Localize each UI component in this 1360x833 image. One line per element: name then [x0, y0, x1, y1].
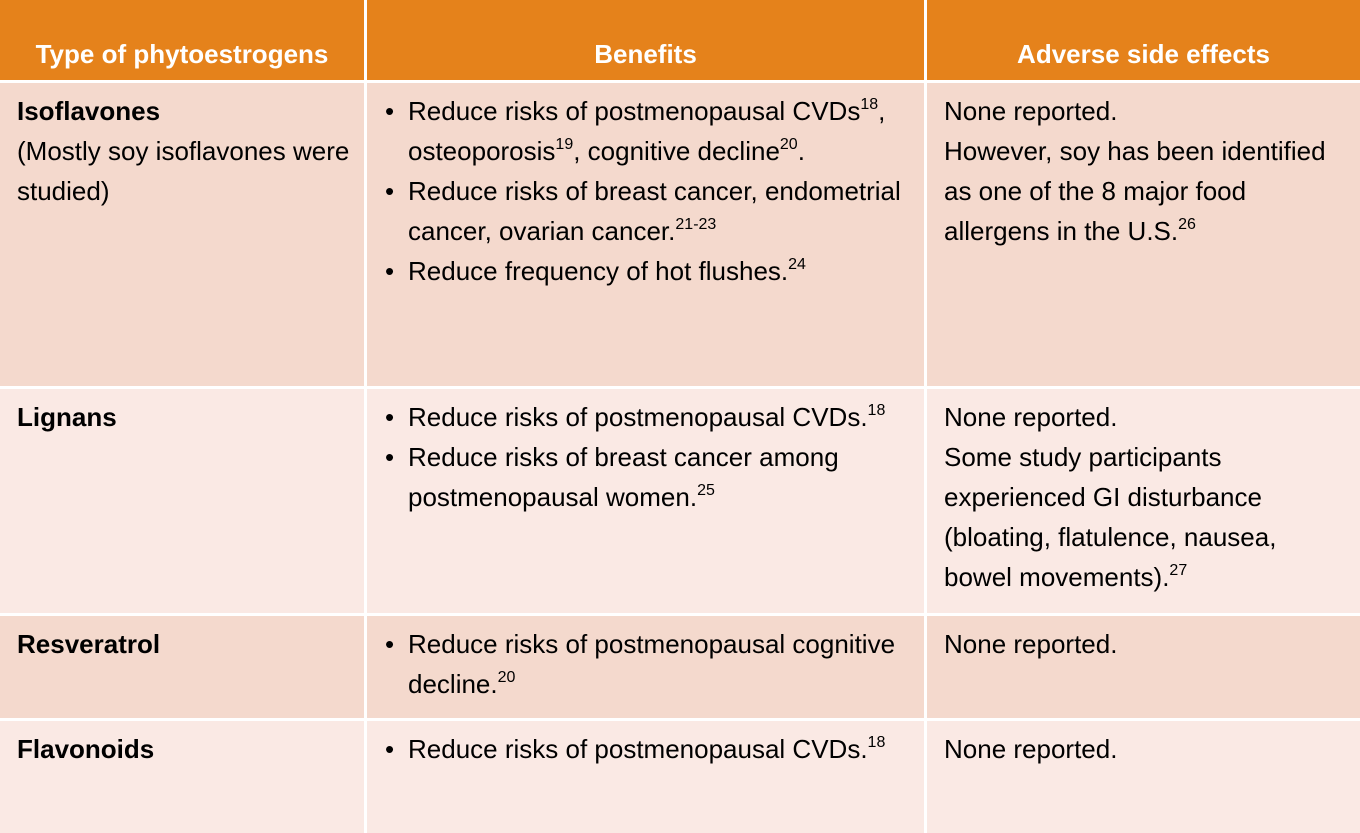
header-cell: Adverse side effects: [927, 0, 1360, 80]
header-cell: Benefits: [367, 0, 924, 80]
text: None reported.: [944, 96, 1118, 126]
side-effects-cell: None reported. However, soy has been iden…: [927, 83, 1360, 386]
benefit-item: Reduce risks of postmenopausal CVDs.18: [384, 397, 910, 437]
text: Some study participants experienced GI d…: [944, 442, 1277, 592]
text: , osteoporosis: [408, 96, 886, 166]
superscript: 18: [860, 96, 879, 113]
text: Reduce risks of postmenopausal CVDs.: [408, 734, 868, 764]
text: Reduce risks of postmenopausal CVDs: [408, 96, 861, 126]
superscript: 20: [497, 669, 516, 686]
type-name: Lignans: [17, 402, 117, 432]
text: None reported.: [944, 402, 1118, 432]
benefit-item: Reduce risks of postmenopausal CVDs18, o…: [384, 91, 910, 171]
side-effect-paragraph: None reported.: [944, 729, 1346, 769]
side-effects-cell: None reported.: [927, 616, 1360, 718]
benefit-item: Reduce risks of postmenopausal CVDs.18: [384, 729, 910, 769]
superscript: 18: [867, 734, 886, 751]
side-effects-cell: None reported.: [927, 721, 1360, 833]
superscript: 26: [1178, 216, 1196, 233]
header-cell: Type of phytoestrogens: [0, 0, 364, 80]
text: None reported.: [944, 734, 1118, 764]
type-name: Flavonoids: [17, 734, 155, 764]
side-effect-paragraph: However, soy has been identified as one …: [944, 131, 1346, 251]
text: .: [797, 136, 805, 166]
text: None reported.: [944, 629, 1118, 659]
type-cell: Lignans: [0, 389, 364, 613]
superscript: 20: [779, 136, 798, 153]
superscript: 25: [697, 482, 715, 499]
side-effect-paragraph: None reported.: [944, 91, 1346, 131]
side-effect-paragraph: None reported.: [944, 624, 1346, 664]
benefit-list: Reduce risks of postmenopausal cognitive…: [384, 624, 910, 704]
text: Reduce risks of postmenopausal cognitive…: [408, 629, 896, 699]
benefit-item: Reduce risks of breast cancer among post…: [384, 437, 910, 517]
benefit-list: Reduce risks of postmenopausal CVDs.18Re…: [384, 397, 910, 517]
benefits-cell: Reduce risks of postmenopausal CVDs18, o…: [367, 83, 924, 386]
type-name: Resveratrol: [17, 629, 161, 659]
text: However, soy has been identified as one …: [944, 136, 1326, 246]
type-cell: Flavonoids: [0, 721, 364, 833]
text: Reduce frequency of hot flushes.: [408, 256, 789, 286]
text: Reduce risks of postmenopausal CVDs.: [408, 402, 868, 432]
benefits-cell: Reduce risks of postmenopausal CVDs.18: [367, 721, 924, 833]
side-effect-paragraph: Some study participants experienced GI d…: [944, 437, 1346, 597]
type-cell: Resveratrol: [0, 616, 364, 718]
benefit-list: Reduce risks of postmenopausal CVDs.18: [384, 729, 910, 769]
benefits-cell: Reduce risks of postmenopausal cognitive…: [367, 616, 924, 718]
superscript: 27: [1169, 562, 1188, 579]
benefits-cell: Reduce risks of postmenopausal CVDs.18Re…: [367, 389, 924, 613]
superscript: 21-23: [675, 216, 717, 233]
superscript: 18: [867, 402, 886, 419]
superscript: 24: [788, 256, 806, 273]
side-effect-paragraph: None reported.: [944, 397, 1346, 437]
benefit-list: Reduce risks of postmenopausal CVDs18, o…: [384, 91, 910, 291]
type-cell: Isoflavones (Mostly soy isoflavones were …: [0, 83, 364, 386]
benefit-item: Reduce risks of breast cancer, endometri…: [384, 171, 910, 251]
type-note: (Mostly soy isoflavones were studied): [17, 136, 350, 206]
benefit-item: Reduce frequency of hot flushes.24: [384, 251, 910, 291]
superscript: 19: [555, 136, 574, 153]
text: , cognitive decline: [573, 136, 780, 166]
text: Reduce risks of breast cancer among post…: [408, 442, 839, 512]
text: Reduce risks of breast cancer, endometri…: [408, 176, 901, 246]
benefit-item: Reduce risks of postmenopausal cognitive…: [384, 624, 910, 704]
type-name: Isoflavones: [17, 96, 161, 126]
side-effects-cell: None reported. Some study participants ex…: [927, 389, 1360, 613]
